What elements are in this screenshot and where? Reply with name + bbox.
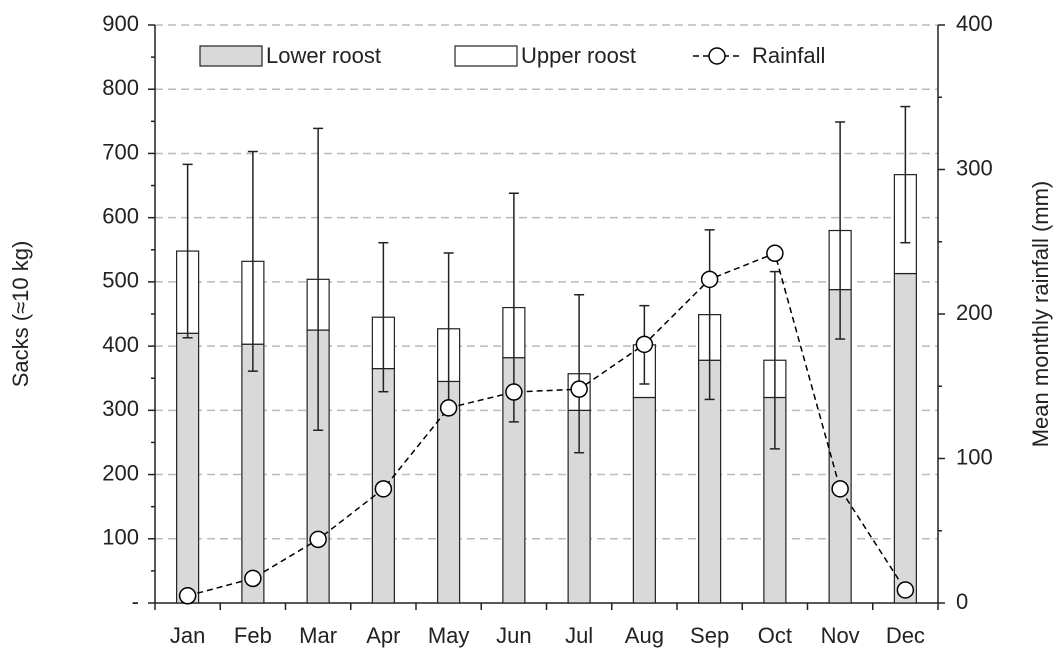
- y-tick-label: 900: [102, 11, 139, 36]
- bar-segment: [241, 343, 265, 604]
- y2-tick-label: 400: [956, 11, 993, 36]
- x-tick-label: Apr: [366, 623, 400, 648]
- x-tick-label: Dec: [886, 623, 925, 648]
- y-tick-label: -: [132, 589, 139, 614]
- error-bar: [574, 293, 585, 454]
- marker: [831, 480, 849, 498]
- legend-swatch: [454, 45, 518, 67]
- marker: [439, 399, 458, 417]
- y-axis-label: Sacks (≈10 kg): [8, 241, 33, 388]
- legend-swatch: [199, 45, 263, 67]
- marker: [309, 530, 327, 549]
- error-bar: [313, 127, 324, 431]
- y-tick-label: 800: [102, 75, 139, 100]
- y2-tick-label: 100: [956, 444, 993, 469]
- bar-segment: [632, 396, 656, 604]
- legend-label: Rainfall: [752, 43, 825, 68]
- legend-label: Lower roost: [266, 43, 381, 68]
- error-bar: [247, 150, 258, 372]
- marker: [766, 244, 784, 263]
- bar-segment: [893, 272, 917, 604]
- y2-tick-label: 300: [956, 155, 993, 180]
- x-tick-label: Oct: [758, 623, 792, 648]
- y-tick-label: 500: [102, 268, 139, 293]
- y-tick-label: 300: [102, 396, 139, 421]
- x-tick-label: Nov: [821, 623, 860, 648]
- y-tick-label: 600: [102, 203, 139, 228]
- x-tick-label: Sep: [690, 623, 729, 648]
- line: [187, 252, 907, 597]
- error-bar: [704, 229, 715, 401]
- x-tick-label: Mar: [299, 623, 337, 648]
- legend-marker: [708, 47, 726, 65]
- marker: [244, 569, 262, 588]
- marker: [896, 581, 915, 599]
- x-tick-label: Aug: [625, 623, 664, 648]
- x-tick-label: Jan: [170, 623, 205, 648]
- y2-tick-label: 0: [956, 589, 968, 614]
- y-tick-label: 200: [102, 460, 139, 485]
- error-bar: [378, 241, 389, 393]
- x-tick-label: Jul: [565, 623, 593, 648]
- x-tick-label: Jun: [496, 623, 531, 648]
- error-bar: [835, 121, 846, 340]
- legend-label: Upper roost: [521, 43, 636, 68]
- marker: [505, 383, 523, 401]
- y2-axis-label: Mean monthly rainfall (mm): [1028, 181, 1053, 448]
- marker: [570, 380, 588, 398]
- marker: [635, 335, 654, 354]
- y-tick-label: 400: [102, 332, 139, 357]
- y-tick-label: 100: [102, 525, 139, 550]
- x-tick-label: Feb: [234, 623, 272, 648]
- marker: [374, 480, 393, 498]
- y-tick-label: 700: [102, 139, 139, 164]
- error-bar: [769, 270, 780, 450]
- x-tick-label: May: [428, 623, 470, 648]
- marker: [700, 270, 719, 289]
- error-bar: [182, 163, 193, 339]
- bar-segment: [176, 332, 200, 604]
- error-bar: [900, 105, 911, 244]
- y2-tick-label: 200: [956, 300, 993, 325]
- marker: [178, 587, 197, 605]
